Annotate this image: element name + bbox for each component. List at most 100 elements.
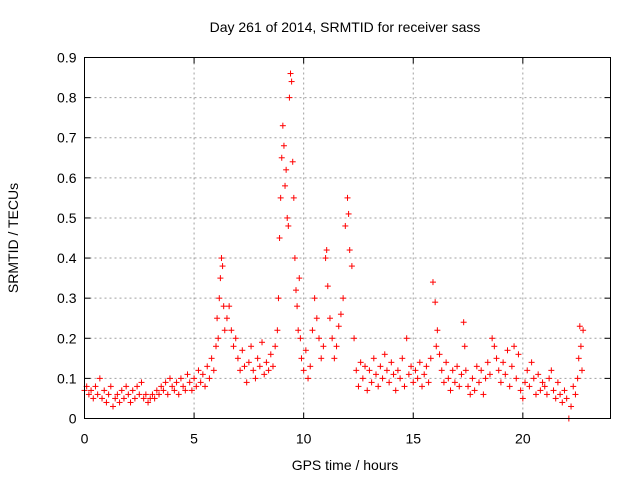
data-point bbox=[289, 158, 296, 165]
data-point bbox=[282, 182, 289, 189]
data-point bbox=[265, 367, 272, 374]
data-point bbox=[537, 387, 544, 394]
data-point bbox=[156, 391, 163, 398]
data-point bbox=[316, 335, 323, 342]
data-point bbox=[218, 255, 225, 262]
data-point bbox=[401, 383, 408, 390]
data-point bbox=[425, 379, 432, 386]
data-point bbox=[403, 335, 410, 342]
data-point bbox=[511, 343, 518, 350]
data-point bbox=[495, 367, 502, 374]
data-point bbox=[333, 343, 340, 350]
data-point bbox=[454, 363, 461, 370]
data-point bbox=[199, 371, 206, 378]
data-point bbox=[438, 367, 445, 374]
data-point bbox=[375, 383, 382, 390]
data-point bbox=[572, 391, 579, 398]
data-point bbox=[109, 403, 116, 410]
y-tick-label: 0.6 bbox=[57, 170, 77, 186]
data-point bbox=[337, 311, 344, 318]
data-point bbox=[326, 315, 333, 322]
data-point bbox=[297, 335, 304, 342]
data-point bbox=[443, 359, 450, 366]
data-point bbox=[429, 279, 436, 286]
data-point bbox=[94, 391, 101, 398]
data-point bbox=[173, 379, 180, 386]
data-point bbox=[576, 323, 583, 330]
x-tick-label: 0 bbox=[81, 431, 89, 447]
data-point bbox=[480, 391, 487, 398]
data-point bbox=[298, 355, 305, 362]
data-point bbox=[364, 387, 371, 394]
chart-title: Day 261 of 2014, SRMTID for receiver sas… bbox=[210, 19, 481, 35]
data-point bbox=[449, 367, 456, 374]
data-point bbox=[524, 367, 531, 374]
data-point bbox=[348, 263, 355, 270]
data-point bbox=[101, 387, 108, 394]
data-point bbox=[145, 399, 152, 406]
data-point bbox=[142, 391, 149, 398]
data-point bbox=[462, 367, 469, 374]
data-point bbox=[419, 383, 426, 390]
data-point bbox=[216, 295, 223, 302]
data-point bbox=[577, 343, 584, 350]
data-point bbox=[484, 359, 491, 366]
data-point bbox=[305, 375, 312, 382]
data-point bbox=[295, 327, 302, 334]
data-point bbox=[471, 387, 478, 394]
data-point bbox=[467, 391, 474, 398]
data-point bbox=[248, 343, 255, 350]
data-point bbox=[423, 363, 430, 370]
data-point bbox=[256, 363, 263, 370]
data-point bbox=[522, 379, 529, 386]
data-point bbox=[302, 347, 309, 354]
data-point bbox=[368, 379, 375, 386]
data-point bbox=[355, 383, 362, 390]
data-point bbox=[519, 395, 526, 402]
data-point bbox=[445, 375, 452, 382]
data-point bbox=[324, 283, 331, 290]
data-point bbox=[491, 343, 498, 350]
data-point bbox=[158, 383, 165, 390]
data-point bbox=[433, 343, 440, 350]
data-point bbox=[340, 295, 347, 302]
plot-frame bbox=[84, 57, 611, 419]
data-point bbox=[313, 315, 320, 322]
data-point bbox=[234, 355, 241, 362]
data-point bbox=[526, 383, 533, 390]
data-point bbox=[90, 395, 97, 402]
data-point bbox=[412, 367, 419, 374]
data-point bbox=[197, 379, 204, 386]
data-point bbox=[414, 375, 421, 382]
data-point bbox=[434, 327, 441, 334]
data-point bbox=[344, 194, 351, 201]
data-point bbox=[548, 367, 555, 374]
data-point bbox=[370, 355, 377, 362]
data-point bbox=[276, 235, 283, 241]
data-point bbox=[195, 367, 202, 374]
y-tick-label: 0.1 bbox=[57, 370, 77, 386]
data-point bbox=[381, 351, 388, 358]
data-point bbox=[436, 351, 443, 358]
data-point bbox=[482, 375, 489, 382]
data-point bbox=[116, 399, 123, 406]
data-point bbox=[543, 391, 550, 398]
data-point bbox=[294, 303, 301, 310]
data-point bbox=[193, 383, 200, 390]
data-point bbox=[177, 375, 184, 382]
data-point bbox=[335, 323, 342, 330]
data-point bbox=[160, 387, 167, 394]
data-point bbox=[186, 379, 193, 386]
data-point bbox=[129, 387, 136, 394]
data-point bbox=[331, 355, 338, 362]
data-point bbox=[180, 383, 187, 390]
data-point bbox=[131, 395, 138, 402]
data-point bbox=[217, 275, 224, 282]
data-point bbox=[164, 391, 171, 398]
data-point bbox=[465, 383, 472, 390]
data-point bbox=[85, 391, 92, 398]
data-point bbox=[285, 222, 292, 229]
data-point bbox=[243, 379, 250, 386]
data-point bbox=[220, 303, 227, 310]
data-point bbox=[291, 255, 298, 262]
